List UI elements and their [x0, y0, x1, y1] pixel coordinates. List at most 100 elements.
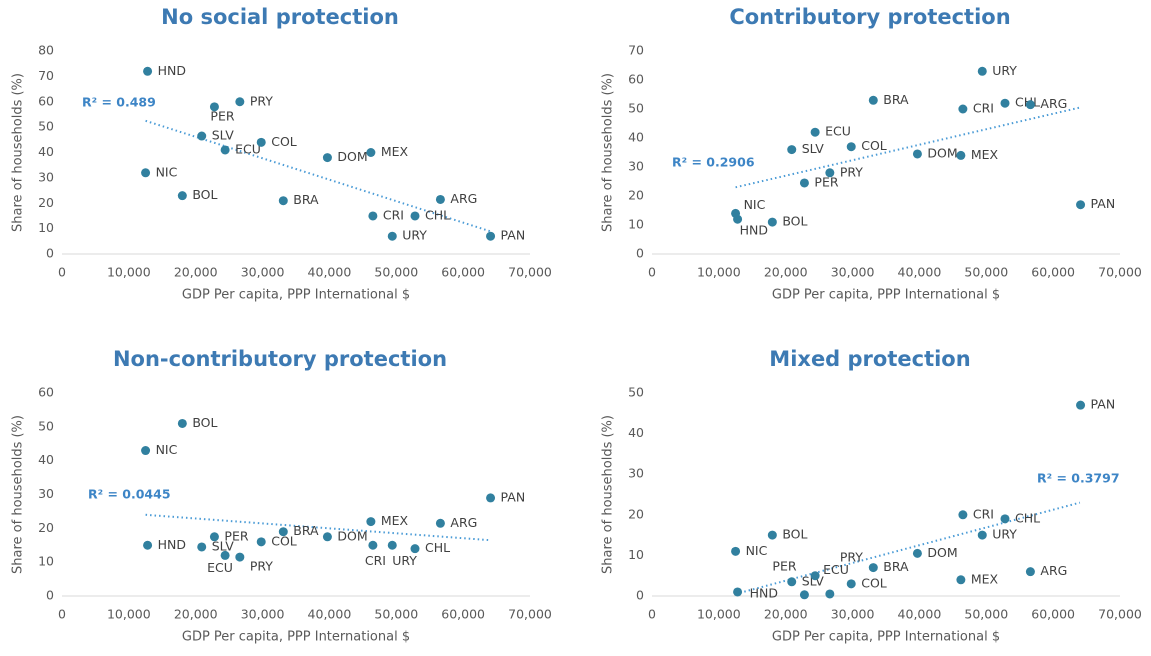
y-tick-label: 30 — [38, 486, 54, 501]
x-tick-label: 50,000 — [374, 607, 418, 622]
point — [912, 149, 922, 159]
y-tick-label: 80 — [38, 43, 54, 58]
x-tick-label: 70,000 — [508, 265, 552, 280]
point — [197, 131, 207, 141]
point-label: DOM — [337, 149, 367, 164]
point — [256, 137, 266, 147]
y-tick-label: 50 — [628, 101, 644, 116]
y-tick-label: 30 — [38, 169, 54, 184]
r-squared: R² = 0.489 — [82, 95, 156, 110]
x-tick-label: 40,000 — [308, 265, 352, 280]
y-tick-label: 10 — [38, 554, 54, 569]
point-label: ARG — [450, 191, 477, 206]
point — [387, 540, 397, 550]
x-axis-title: GDP Per capita, PPP International $ — [182, 630, 410, 645]
x-tick-label: 40,000 — [898, 265, 942, 280]
point-label: DOM — [927, 545, 957, 560]
point-label: PAN — [1091, 397, 1116, 412]
x-tick-label: 40,000 — [898, 607, 942, 622]
x-tick-label: 50,000 — [374, 265, 418, 280]
point — [846, 579, 856, 589]
y-tick-label: 20 — [628, 506, 644, 521]
x-tick-label: 20,000 — [174, 607, 218, 622]
point-label: CRI — [365, 553, 386, 568]
point — [322, 532, 332, 542]
point — [825, 589, 835, 599]
point-label: CRI — [973, 101, 994, 116]
y-tick-label: 20 — [38, 195, 54, 210]
point — [1076, 400, 1086, 410]
x-tick-label: 60,000 — [441, 607, 485, 622]
point — [220, 145, 230, 155]
x-tick-label: 70,000 — [508, 607, 552, 622]
point-label: BOL — [782, 214, 807, 229]
point-label: ARG — [1040, 563, 1067, 578]
y-tick-label: 40 — [628, 130, 644, 145]
point — [846, 142, 856, 152]
y-tick-label: 30 — [628, 466, 644, 481]
point — [825, 168, 835, 178]
point — [1025, 567, 1035, 577]
point — [868, 563, 878, 573]
y-tick-label: 50 — [628, 385, 644, 400]
y-tick-label: 60 — [628, 72, 644, 87]
point — [278, 527, 288, 537]
x-tick-label: 50,000 — [964, 607, 1008, 622]
point — [1025, 100, 1035, 110]
point-label: BOL — [192, 187, 217, 202]
point-label: BOL — [192, 415, 217, 430]
point — [1000, 98, 1010, 108]
point — [1076, 200, 1086, 210]
point — [958, 104, 968, 114]
x-tick-label: 70,000 — [1098, 265, 1142, 280]
point-label: PAN — [501, 228, 526, 243]
point-label: NIC — [156, 442, 178, 457]
point-label: PER — [210, 108, 234, 123]
point-label: BRA — [293, 192, 319, 207]
point-label: DOM — [337, 528, 367, 543]
y-tick-label: 10 — [628, 217, 644, 232]
point-label: PRY — [250, 559, 273, 574]
y-tick-label: 0 — [636, 246, 644, 261]
x-axis-title: GDP Per capita, PPP International $ — [772, 288, 1000, 303]
point-label: MEX — [971, 147, 999, 162]
point — [486, 493, 496, 503]
point — [197, 542, 207, 552]
r-squared: R² = 0.0445 — [88, 487, 171, 502]
point-label: URY — [392, 553, 417, 568]
x-tick-label: 10,000 — [697, 607, 741, 622]
y-tick-label: 70 — [38, 68, 54, 83]
y-tick-label: 40 — [38, 144, 54, 159]
point-label: ECU — [207, 560, 233, 575]
point — [435, 194, 445, 204]
point-label: CRI — [383, 207, 404, 222]
x-tick-label: 20,000 — [764, 265, 808, 280]
point-label: URY — [402, 228, 427, 243]
point-label: CHL — [425, 207, 450, 222]
y-tick-label: 10 — [38, 220, 54, 235]
x-tick-label: 50,000 — [964, 265, 1008, 280]
point — [278, 196, 288, 206]
point-label: PER — [772, 558, 796, 573]
y-tick-label: 0 — [46, 588, 54, 603]
x-axis-title: GDP Per capita, PPP International $ — [772, 630, 1000, 645]
point — [977, 66, 987, 76]
x-tick-label: 60,000 — [1031, 607, 1075, 622]
point-label: HND — [158, 537, 186, 552]
chart-title: Mixed protection — [769, 347, 970, 371]
point-label: HND — [158, 63, 186, 78]
y-tick-label: 0 — [46, 246, 54, 261]
point — [799, 178, 809, 188]
y-tick-label: 60 — [38, 385, 54, 400]
point-label: NIC — [746, 543, 768, 558]
point — [977, 530, 987, 540]
trendline — [735, 106, 1081, 189]
x-tick-label: 0 — [58, 265, 66, 280]
point — [177, 418, 187, 428]
x-tick-label: 0 — [648, 607, 656, 622]
r-squared: R² = 0.2906 — [672, 155, 755, 170]
point-label: SLV — [802, 141, 825, 156]
point — [209, 532, 219, 542]
x-tick-label: 20,000 — [174, 265, 218, 280]
